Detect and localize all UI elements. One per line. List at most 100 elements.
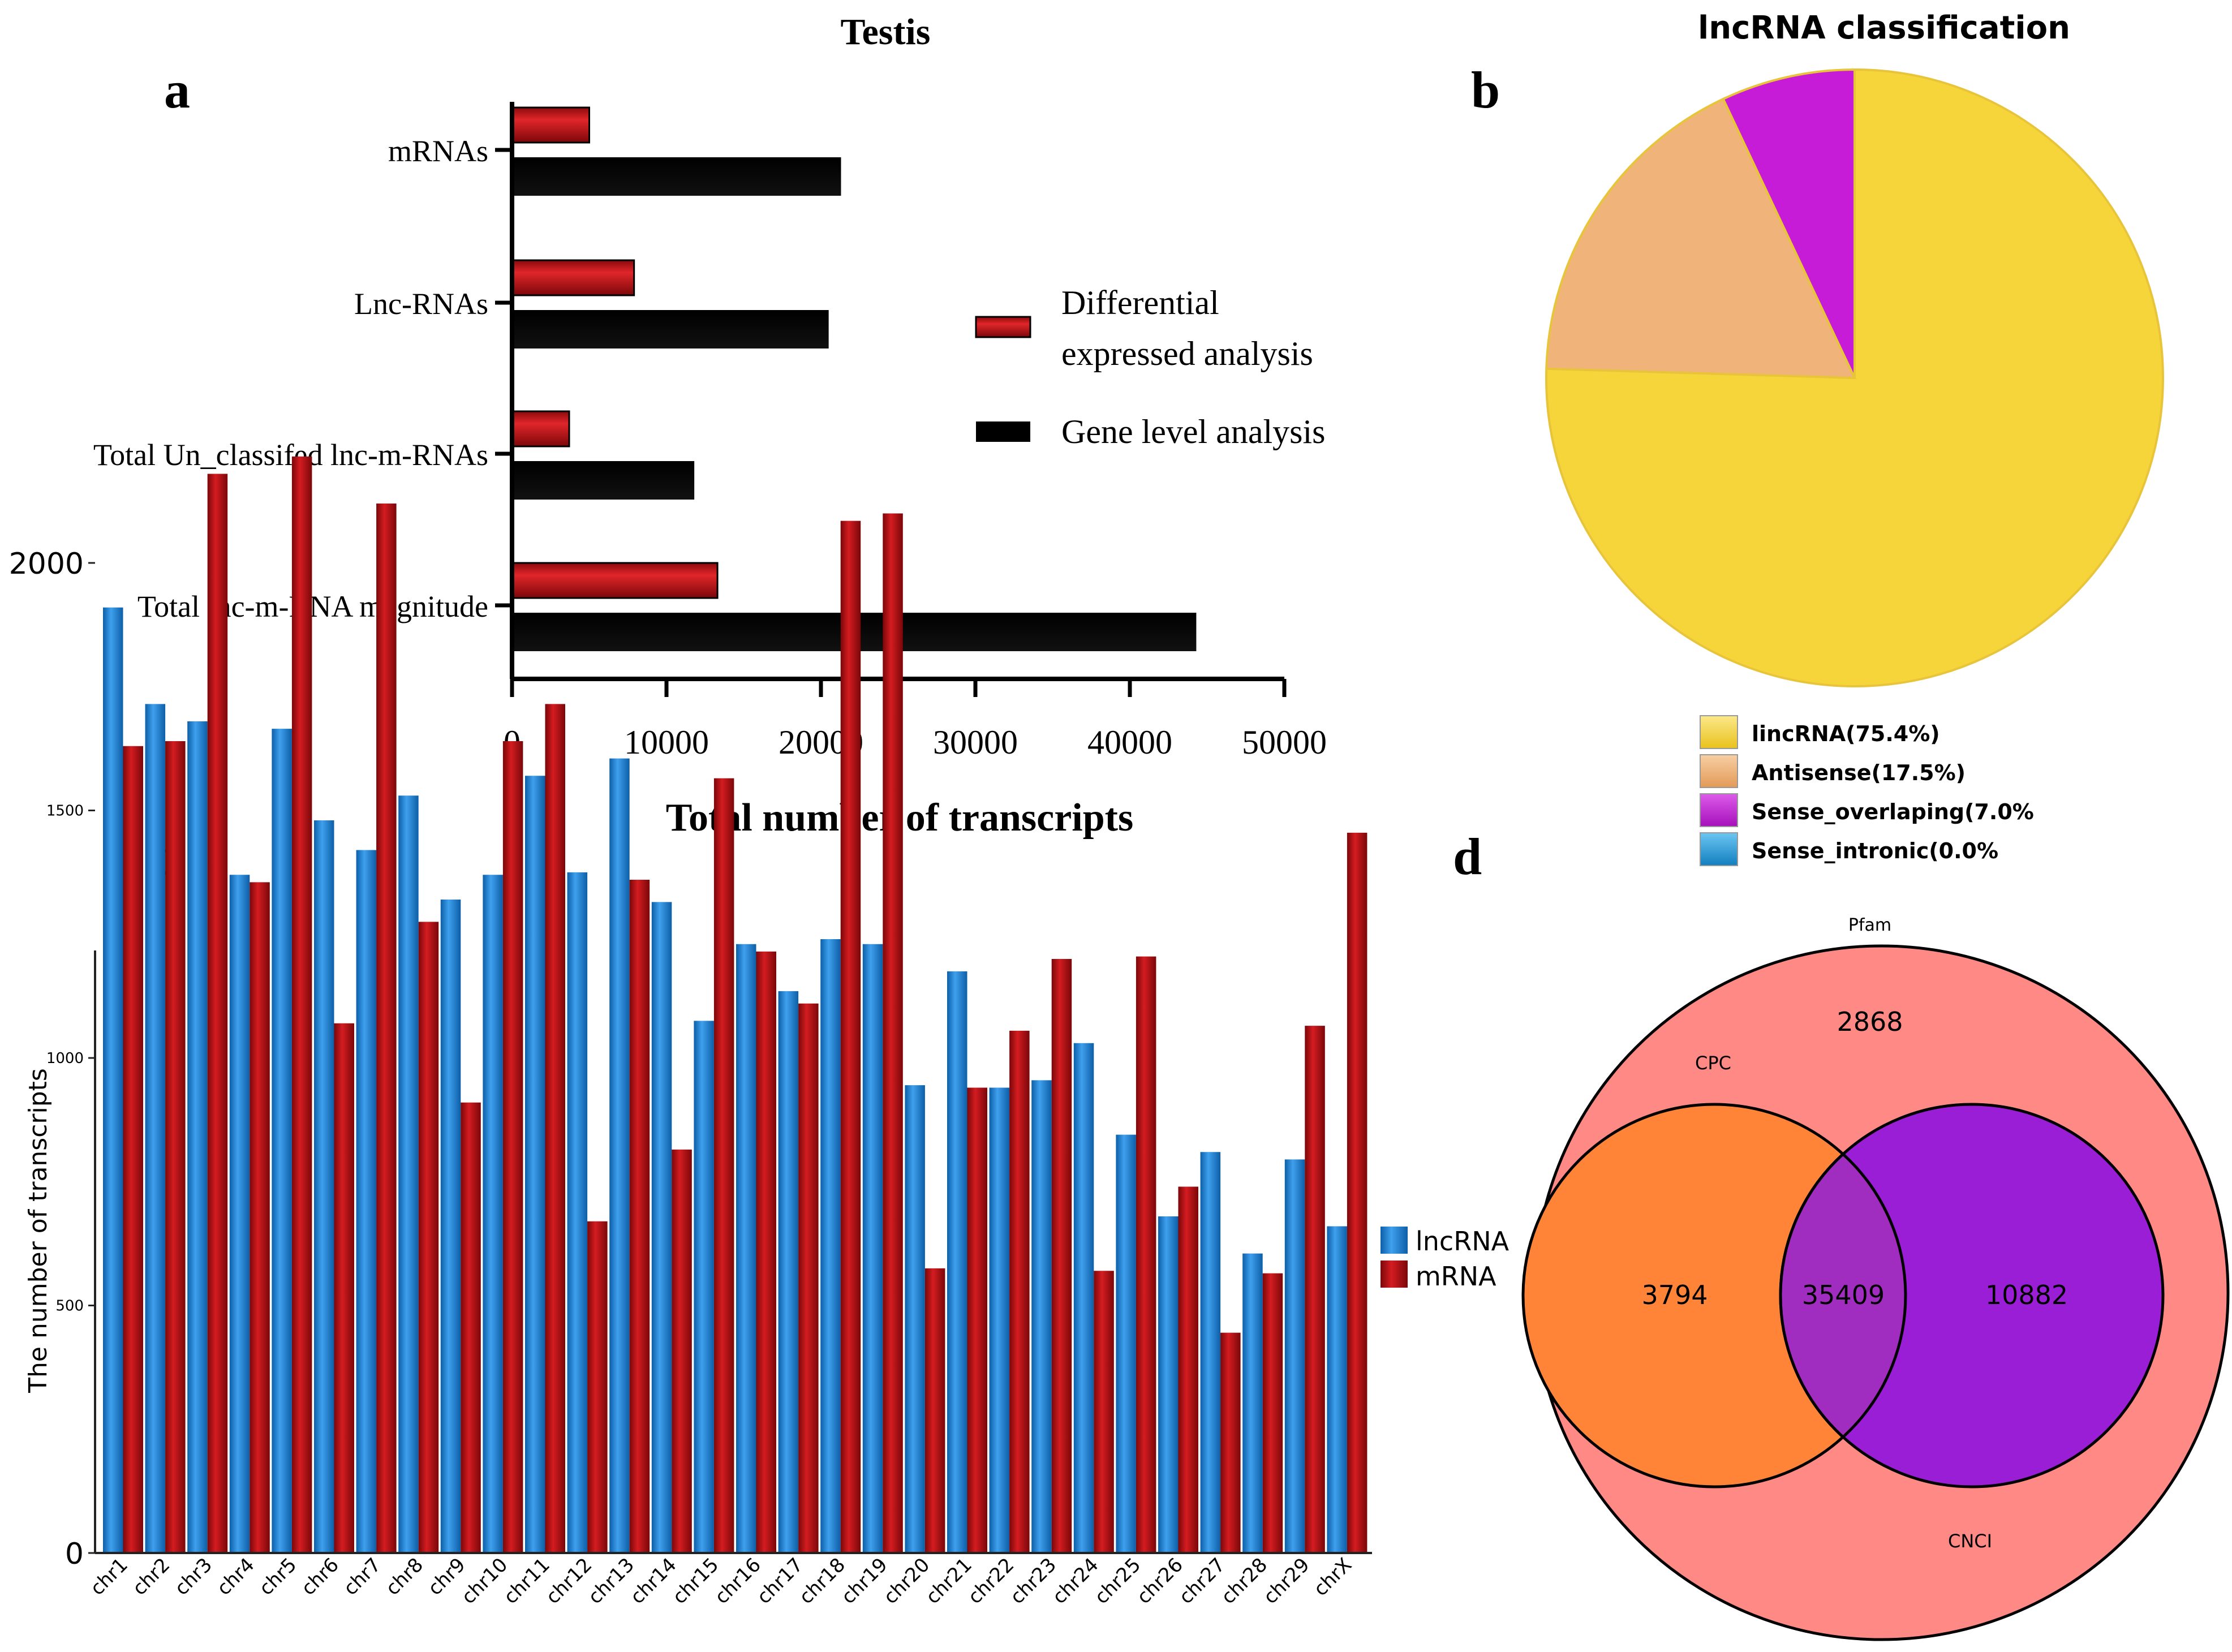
panel-label-d: d xyxy=(1453,828,1482,885)
bar-lncrna-chr1 xyxy=(103,607,123,1553)
bar-lncrna-chr6 xyxy=(314,820,334,1553)
bar-lncrna-chr8 xyxy=(398,795,419,1553)
bar-mrna-chr3 xyxy=(207,474,228,1553)
legend-swatch-lncrna xyxy=(1381,1227,1408,1254)
venn-value-cnci-only: 10882 xyxy=(1985,1280,2068,1310)
pie-legend-swatch-0 xyxy=(1700,715,1738,749)
pie-legend-swatch-2 xyxy=(1700,793,1738,827)
x-tick-label-5: 50000 xyxy=(1242,724,1327,761)
legend-swatch-differential xyxy=(975,316,1031,338)
bar-lncrna-chr27 xyxy=(1200,1152,1221,1553)
panel-c-legend: lncRNA mRNA xyxy=(1381,1226,1509,1292)
bar-lncrna-chr17 xyxy=(778,991,799,1553)
bar-mrna-chr1 xyxy=(123,746,143,1553)
pie-legend-label-2: Sense_overlaping(7.0% xyxy=(1752,799,2034,824)
bar-mrna-chr15 xyxy=(713,778,734,1553)
bar-gene-level-2 xyxy=(512,461,695,500)
venn-value-cpc-cnci: 35409 xyxy=(1802,1280,1885,1310)
venn-value-pfam-only: 2868 xyxy=(1837,1006,1903,1037)
x-tick-label-1: 10000 xyxy=(624,724,709,761)
bar-mrna-chr13 xyxy=(629,880,650,1553)
pie-legend-swatch-1 xyxy=(1700,754,1738,788)
bar-differential-1 xyxy=(511,259,635,296)
panel-a-bar-chart: a Testis mRNAs Lnc-RNAs Total Un_classifed… xyxy=(93,11,1327,840)
x-tick-label-chr29: chr29 xyxy=(1259,1554,1314,1608)
bar-gene-level-0 xyxy=(512,157,841,196)
x-tick-label-chr10: chr10 xyxy=(457,1554,512,1608)
legend-swatch-mrna xyxy=(1381,1260,1408,1288)
bar-mrna-chr17 xyxy=(798,1003,819,1553)
category-label-2: Total Un_classifed lnc-m-RNAs xyxy=(93,438,488,472)
bar-mrna-chr21 xyxy=(967,1087,987,1553)
x-tick-label-chr12: chr12 xyxy=(541,1554,596,1608)
legend-label-lncrna: lncRNA xyxy=(1416,1226,1509,1257)
x-tick-label-chr20: chr20 xyxy=(879,1554,934,1608)
bar-lncrna-chr26 xyxy=(1158,1216,1179,1553)
x-tick-label-chr18: chr18 xyxy=(795,1554,850,1608)
x-tick-label-chr26: chr26 xyxy=(1133,1554,1188,1608)
panel-label-a: a xyxy=(164,61,190,119)
pie-legend-label-3: Sense_intronic(0.0% xyxy=(1752,838,1998,863)
bar-differential-0 xyxy=(511,106,590,144)
bar-mrna-chr18 xyxy=(840,520,861,1553)
bar-lncrna-chr25 xyxy=(1116,1134,1136,1553)
panel-a-category-labels: mRNAs Lnc-RNAs Total Un_classifed lnc-m-RN… xyxy=(93,134,512,623)
y-tick-label-2: 1000 xyxy=(46,1050,84,1067)
bar-gene-level-1 xyxy=(512,310,829,349)
category-label-3: Total lnc-m-RNA magnitude xyxy=(137,590,488,623)
y-tick-label-4: 2000 xyxy=(9,547,84,581)
pie-legend-swatch-3 xyxy=(1700,832,1738,866)
pie-legend-label-0: lincRNA(75.4%) xyxy=(1752,721,1940,746)
panel-c-y-axis-title: The number of transcripts xyxy=(24,1068,53,1393)
bar-mrna-chr14 xyxy=(672,1149,692,1553)
bar-lncrna-chr13 xyxy=(609,758,630,1553)
bar-lncrna-chr14 xyxy=(651,902,672,1553)
panel-b-pie-chart: b lncRNA classification lincRNA(75.4%) An… xyxy=(1471,10,2164,866)
x-tick-label-chr25: chr25 xyxy=(1090,1554,1145,1608)
x-tick-label-4: 40000 xyxy=(1087,724,1172,761)
bar-mrna-chr16 xyxy=(756,951,776,1553)
x-tick-label-3: 30000 xyxy=(933,724,1018,761)
x-tick-label-chr27: chr27 xyxy=(1175,1554,1229,1608)
x-tick-label-chr4: chr4 xyxy=(213,1554,259,1600)
pie-slice-2 xyxy=(1722,68,1856,378)
legend-label-gene-level: Gene level analysis xyxy=(1061,413,1326,450)
y-tick-label-0: 0 xyxy=(65,1537,84,1571)
venn-set-label-pfam: Pfam xyxy=(1848,915,1891,935)
x-tick-label-chr5: chr5 xyxy=(255,1554,301,1600)
x-tick-label-chr13: chr13 xyxy=(584,1554,639,1608)
bar-lncrna-chr23 xyxy=(1031,1080,1052,1553)
panel-d-venn: d Pfam CPC CNCI 2868 3794 35409 10882 xyxy=(1453,828,2230,1641)
x-tick-label-chr6: chr6 xyxy=(297,1554,343,1600)
bar-lncrna-chr3 xyxy=(187,721,208,1553)
bar-mrna-chr20 xyxy=(924,1268,945,1553)
bar-lncrna-chr12 xyxy=(567,872,588,1553)
panel-b-pie xyxy=(1545,68,2164,687)
bar-mrna-chr24 xyxy=(1094,1271,1114,1553)
panel-label-b: b xyxy=(1471,61,1500,119)
bar-lncrna-chr2 xyxy=(145,704,166,1553)
category-label-1: Lnc-RNAs xyxy=(354,287,488,321)
x-tick-label-chr22: chr22 xyxy=(964,1554,1018,1608)
venn-set-label-cnci: CNCI xyxy=(1948,1530,1992,1552)
pie-legend-label-1: Antisense(17.5%) xyxy=(1752,760,1966,785)
x-tick-label-chr19: chr19 xyxy=(837,1554,892,1608)
legend-label-differential-line2: expressed analysis xyxy=(1061,335,1313,372)
bar-lncrna-chr28 xyxy=(1242,1253,1263,1553)
bar-lncrna-chr20 xyxy=(905,1085,925,1553)
x-tick-label-chr28: chr28 xyxy=(1217,1554,1272,1608)
bar-lncrna-chr21 xyxy=(947,971,967,1553)
bar-mrna-chr2 xyxy=(165,741,186,1553)
bar-mrna-chr26 xyxy=(1178,1186,1198,1553)
bar-mrna-chr23 xyxy=(1051,959,1072,1553)
bar-lncrna-chrX xyxy=(1327,1226,1347,1553)
panel-c-bars xyxy=(103,456,1367,1553)
bar-mrna-chr28 xyxy=(1262,1273,1283,1553)
bar-mrna-chr6 xyxy=(334,1023,354,1553)
bar-lncrna-chr15 xyxy=(694,1021,714,1553)
bar-lncrna-chr22 xyxy=(989,1087,1010,1553)
panel-b-legend: lincRNA(75.4%) Antisense(17.5%) Sense_over… xyxy=(1700,715,2034,866)
panel-a-title: Testis xyxy=(841,11,931,53)
category-label-0: mRNAs xyxy=(388,134,488,168)
